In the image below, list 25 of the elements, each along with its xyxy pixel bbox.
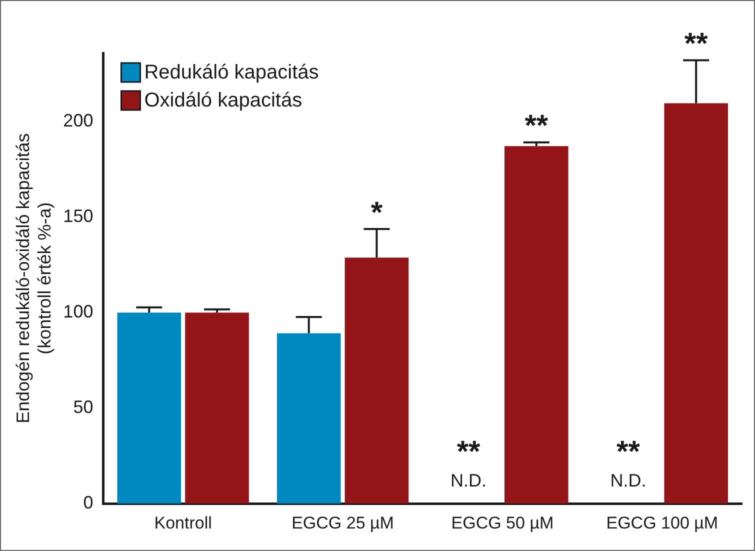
y-tick-label: 200 bbox=[63, 110, 94, 131]
y-tick-label: 50 bbox=[73, 397, 94, 418]
x-tick-label: EGCG 100 µM bbox=[606, 513, 718, 532]
bar bbox=[504, 146, 568, 504]
x-tick-label: EGCG 50 µM bbox=[451, 513, 554, 532]
annotation: ** bbox=[684, 28, 708, 61]
x-tick-label: EGCG 25 µM bbox=[292, 513, 394, 532]
annotation: ** bbox=[616, 436, 640, 469]
y-tick-label: 150 bbox=[63, 206, 94, 226]
text: N.D. bbox=[450, 470, 487, 491]
annotation: ** bbox=[456, 436, 481, 469]
bar bbox=[344, 258, 409, 504]
legend-label: Redukáló kapacitás bbox=[144, 62, 319, 84]
x-tick-label: Kontroll bbox=[154, 513, 212, 532]
bar bbox=[185, 312, 249, 504]
legend-label: Oxidáló kapacitás bbox=[144, 90, 302, 112]
annotation: * bbox=[370, 196, 383, 230]
bar bbox=[664, 103, 728, 504]
bar bbox=[117, 312, 182, 504]
annotation: ** bbox=[524, 110, 548, 143]
y-axis-title: Endogén redukáló-oxidáló kapacitás (kontroll érték %-a) bbox=[12, 133, 54, 424]
y-tick-label: 100 bbox=[63, 302, 94, 322]
text: N.D. bbox=[610, 470, 646, 491]
y-tick-label: 0 bbox=[83, 492, 94, 513]
bar bbox=[276, 333, 341, 504]
